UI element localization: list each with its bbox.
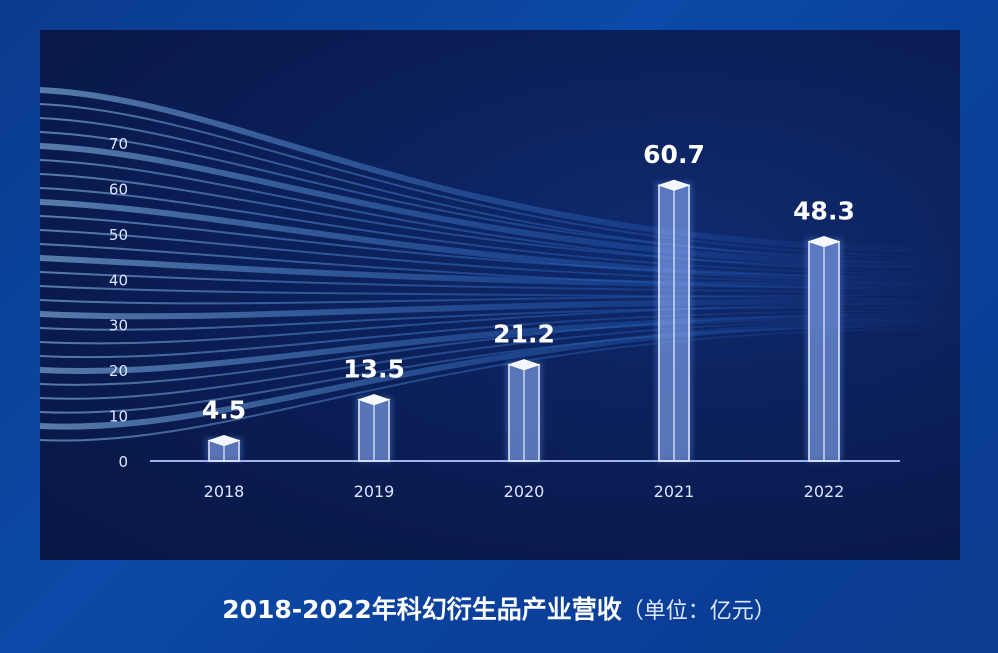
y-tick-label: 20 — [109, 362, 128, 380]
chart-caption: 2018-2022年科幻衍生品产业营收（单位：亿元） — [0, 590, 998, 626]
bar-cap — [807, 236, 841, 248]
x-tick-label: 2022 — [804, 482, 845, 501]
bar-cap — [357, 394, 391, 406]
y-tick-label: 50 — [109, 226, 128, 244]
y-tick-label: 0 — [118, 453, 128, 471]
data-label: 4.5 — [202, 396, 246, 425]
y-tick-label: 40 — [109, 271, 128, 289]
light-streak — [39, 159, 961, 274]
data-label: 48.3 — [793, 197, 855, 226]
light-streak — [39, 117, 961, 265]
light-streak — [39, 87, 961, 253]
bar-group-2022: 48.3 2022 — [793, 197, 855, 501]
bar-cap — [507, 359, 541, 371]
light-streak — [39, 318, 961, 400]
x-tick-label: 2021 — [654, 482, 695, 501]
data-label: 21.2 — [493, 320, 555, 349]
light-streak — [39, 314, 961, 374]
light-streak — [39, 303, 961, 345]
light-streak — [39, 187, 961, 276]
light-streak — [39, 143, 961, 269]
bar-group-2018: 4.5 2018 — [202, 396, 246, 501]
x-tick-label: 2019 — [354, 482, 395, 501]
y-tick-label: 10 — [109, 408, 128, 426]
light-streak — [39, 271, 961, 294]
light-streak — [39, 306, 961, 331]
data-label: 60.7 — [643, 140, 705, 169]
light-streak — [39, 131, 961, 260]
bar-cap — [207, 435, 241, 447]
chart-title: 2018-2022年科幻衍生品产业营收 — [222, 595, 622, 624]
light-streak — [39, 173, 961, 269]
y-tick-label: 60 — [109, 180, 128, 198]
x-tick-label: 2018 — [204, 482, 245, 501]
light-streak — [39, 312, 961, 386]
data-label: 13.5 — [343, 355, 405, 384]
light-streak — [39, 215, 961, 278]
light-streak — [39, 199, 961, 285]
light-streak — [39, 327, 961, 442]
light-streak — [39, 285, 961, 301]
y-tick-label: 30 — [109, 317, 128, 335]
light-streaks — [39, 87, 961, 442]
bar-cap — [657, 179, 691, 191]
bar-group-2020: 21.2 2020 — [493, 320, 555, 501]
light-streak — [39, 294, 961, 305]
light-streak — [39, 103, 961, 258]
light-streak — [39, 298, 961, 320]
bar-group-2019: 13.5 2019 — [343, 355, 405, 501]
unit-note: （单位：亿元） — [621, 599, 776, 624]
light-streak — [39, 319, 961, 430]
bar-group-2021: 60.7 2021 — [643, 140, 705, 501]
x-tick-label: 2020 — [504, 482, 545, 501]
light-streak — [39, 229, 961, 285]
light-streak — [39, 255, 961, 289]
light-streak — [39, 309, 961, 359]
y-tick-label: 70 — [109, 135, 128, 153]
